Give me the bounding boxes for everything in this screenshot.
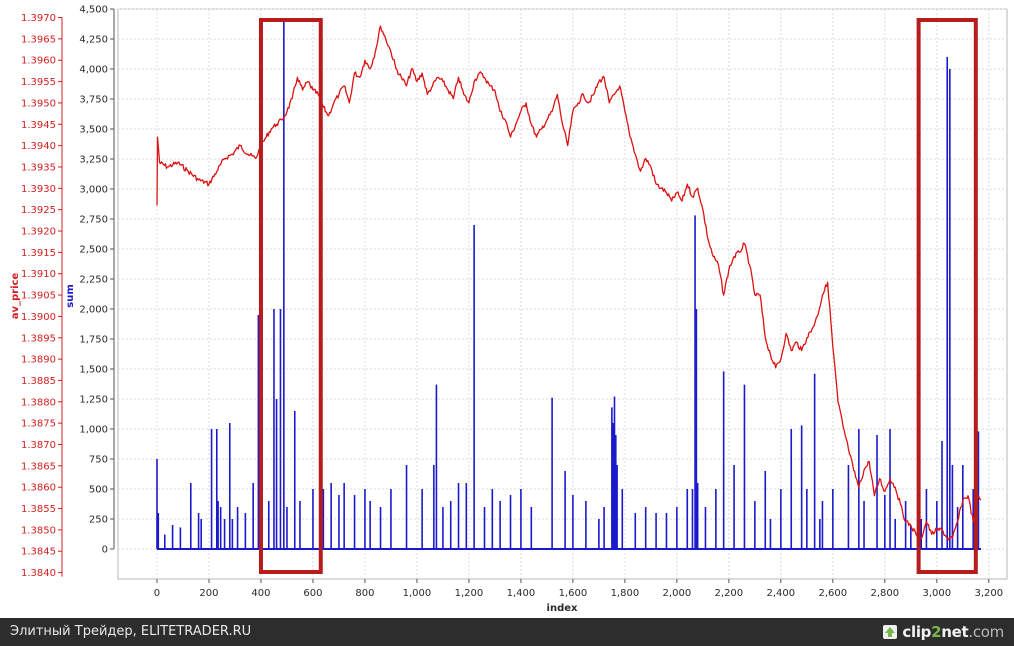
left-axis-tick-label: 1.3910 bbox=[21, 269, 56, 280]
right-axis-title: sum bbox=[65, 284, 76, 308]
x-axis-tick-label: 200 bbox=[199, 588, 218, 599]
left-axis-tick-label: 1.3900 bbox=[21, 312, 56, 323]
x-axis: 0 200 400 600 800 1,000 1,200 1,400 1,600 1,800 2,… bbox=[154, 579, 1003, 599]
left-axis-tick-label: 1.3855 bbox=[21, 504, 56, 515]
upload-arrow-icon bbox=[883, 625, 898, 639]
x-axis-tick-label: 2,600 bbox=[819, 588, 848, 599]
left-axis-tick-label: 1.3905 bbox=[21, 291, 56, 302]
right-axis-tick-label: 3,750 bbox=[79, 95, 108, 106]
left-axis-tick-label: 1.3865 bbox=[21, 461, 56, 472]
x-axis-tick-label: 2,200 bbox=[715, 588, 744, 599]
left-axis-tick-label: 1.3940 bbox=[21, 141, 56, 152]
left-axis-tick-label: 1.3860 bbox=[21, 483, 56, 494]
left-axis: 1.3840 1.3845 1.3850 1.3855 1.3860 1.3865 1.38… bbox=[21, 13, 63, 579]
right-axis-tick-label: 2,250 bbox=[79, 275, 108, 286]
left-axis-tick-label: 1.3850 bbox=[21, 525, 56, 536]
brand-suffix: net bbox=[941, 623, 969, 641]
x-axis-tick-label: 3,200 bbox=[974, 588, 1003, 599]
av-price-line bbox=[156, 25, 982, 541]
footer-bar: Элитный Трейдер, ELITETRADER.RU clip2net… bbox=[0, 618, 1014, 646]
right-axis-tick-label: 4,500 bbox=[79, 5, 108, 16]
x-axis-title: index bbox=[547, 603, 578, 614]
x-axis-tick-label: 600 bbox=[303, 588, 322, 599]
right-axis-tick-label: 250 bbox=[89, 515, 108, 526]
x-axis-tick-label: 2,000 bbox=[663, 588, 692, 599]
left-axis-tick-label: 1.3960 bbox=[21, 56, 56, 67]
brand-highlight: 2 bbox=[931, 623, 942, 641]
left-axis-tick-label: 1.3840 bbox=[21, 568, 56, 579]
right-axis-tick-label: 1,750 bbox=[79, 335, 108, 346]
left-axis-tick-label: 1.3950 bbox=[21, 98, 56, 109]
right-axis-tick-label: 4,000 bbox=[79, 65, 108, 76]
right-axis-tick-label: 2,750 bbox=[79, 215, 108, 226]
right-axis-tick-label: 1,000 bbox=[79, 425, 108, 436]
x-axis-tick-label: 2,800 bbox=[871, 588, 900, 599]
right-axis-tick-label: 3,500 bbox=[79, 125, 108, 136]
highlight-box bbox=[258, 18, 323, 574]
chart-svg: 1.3840 1.3845 1.3850 1.3855 1.3860 1.3865 1.38… bbox=[10, 5, 1008, 614]
brand-name: clip2net.com bbox=[902, 623, 1004, 641]
left-axis-tick-label: 1.3920 bbox=[21, 227, 56, 238]
right-axis-tick-label: 1,250 bbox=[79, 395, 108, 406]
annotations bbox=[258, 18, 978, 574]
x-axis-tick-label: 1,000 bbox=[403, 588, 432, 599]
x-axis-tick-label: 800 bbox=[355, 588, 374, 599]
right-axis: 0 250 500 750 1,000 1,250 1,500 1,750 2,000 2,250… bbox=[79, 5, 115, 556]
right-axis-tick-label: 2,500 bbox=[79, 245, 108, 256]
brand-domain: .com bbox=[968, 623, 1004, 641]
left-axis-tick-label: 1.3870 bbox=[21, 440, 56, 451]
left-axis-tick-label: 1.3955 bbox=[21, 77, 56, 88]
left-axis-tick-label: 1.3885 bbox=[21, 376, 56, 387]
right-axis-tick-label: 4,250 bbox=[79, 35, 108, 46]
left-axis-tick-label: 1.3895 bbox=[21, 333, 56, 344]
right-axis-tick-label: 0 bbox=[102, 545, 108, 556]
brand-prefix: clip bbox=[902, 623, 932, 641]
left-axis-tick-label: 1.3880 bbox=[21, 397, 56, 408]
left-axis-tick-label: 1.3970 bbox=[21, 13, 56, 24]
left-axis-title: av_price bbox=[10, 273, 21, 320]
series-av-price bbox=[156, 25, 982, 541]
right-axis-tick-label: 500 bbox=[89, 485, 108, 496]
left-axis-tick-label: 1.3845 bbox=[21, 547, 56, 558]
x-axis-tick-label: 1,400 bbox=[507, 588, 536, 599]
left-axis-tick-label: 1.3945 bbox=[21, 120, 56, 131]
right-axis-tick-label: 2,000 bbox=[79, 305, 108, 316]
left-axis-tick-label: 1.3915 bbox=[21, 248, 56, 259]
left-axis-tick-label: 1.3930 bbox=[21, 184, 56, 195]
left-axis-tick-label: 1.3925 bbox=[21, 205, 56, 216]
right-axis-tick-label: 3,000 bbox=[79, 185, 108, 196]
right-axis-tick-label: 1,500 bbox=[79, 365, 108, 376]
left-axis-tick-label: 1.3875 bbox=[21, 419, 56, 430]
x-axis-tick-label: 1,200 bbox=[455, 588, 484, 599]
x-axis-tick-label: 400 bbox=[251, 588, 270, 599]
highlight-box bbox=[916, 18, 978, 574]
left-axis-tick-label: 1.3890 bbox=[21, 355, 56, 366]
footer-caption: Элитный Трейдер, ELITETRADER.RU bbox=[10, 624, 252, 639]
left-axis-tick-label: 1.3935 bbox=[21, 162, 56, 173]
x-axis-tick-label: 2,400 bbox=[767, 588, 796, 599]
x-axis-tick-label: 1,800 bbox=[611, 588, 640, 599]
brand-logo[interactable]: clip2net.com bbox=[882, 622, 1004, 642]
x-axis-tick-label: 0 bbox=[154, 588, 160, 599]
right-axis-tick-label: 3,250 bbox=[79, 155, 108, 166]
series-sum bbox=[156, 21, 982, 550]
left-axis-tick-label: 1.3965 bbox=[21, 34, 56, 45]
x-axis-tick-label: 1,600 bbox=[559, 588, 588, 599]
x-axis-tick-label: 3,000 bbox=[922, 588, 951, 599]
chart: 1.3840 1.3845 1.3850 1.3855 1.3860 1.3865 1.38… bbox=[10, 5, 1008, 614]
right-axis-tick-label: 750 bbox=[89, 455, 108, 466]
